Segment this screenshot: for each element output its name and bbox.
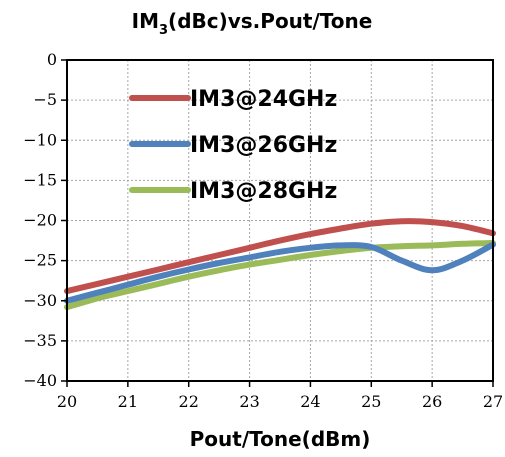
y-tick-label: −35 bbox=[23, 331, 57, 350]
chart-title: IM3(dBc)vs.Pout/Tone bbox=[132, 9, 373, 38]
x-tick-label: 25 bbox=[361, 392, 381, 411]
x-tick-label: 23 bbox=[239, 392, 259, 411]
y-tick-label: −10 bbox=[23, 130, 57, 149]
y-tick-label: −25 bbox=[23, 251, 57, 270]
series-line-im3-26ghz bbox=[64, 241, 496, 304]
y-tick-label: −30 bbox=[23, 291, 57, 310]
x-tick-label: 21 bbox=[118, 392, 138, 411]
legend-label: IM3@26GHz bbox=[190, 133, 337, 158]
y-tick-label: 0 bbox=[47, 50, 57, 69]
y-tick-label: −40 bbox=[23, 371, 57, 390]
y-tick-label: −15 bbox=[23, 170, 57, 189]
series-line-im3-24ghz bbox=[64, 218, 496, 295]
x-tick-label: 26 bbox=[422, 392, 442, 411]
series-lines bbox=[64, 218, 496, 311]
y-tick-label: −20 bbox=[23, 211, 57, 230]
x-tick-label: 24 bbox=[300, 392, 320, 411]
x-tick-label: 20 bbox=[57, 392, 77, 411]
legend: IM3@24GHz IM3@26GHz IM3@28GHz bbox=[129, 87, 337, 204]
x-axis-title: Pout/Tone(dBm) bbox=[190, 427, 371, 451]
x-tick-label: 22 bbox=[179, 392, 199, 411]
x-tick-label: 27 bbox=[483, 392, 503, 411]
legend-label: IM3@24GHz bbox=[190, 87, 337, 112]
y-tick-label: −5 bbox=[33, 90, 57, 109]
series-line-im3-28ghz bbox=[64, 240, 496, 311]
legend-label: IM3@28GHz bbox=[190, 179, 337, 204]
